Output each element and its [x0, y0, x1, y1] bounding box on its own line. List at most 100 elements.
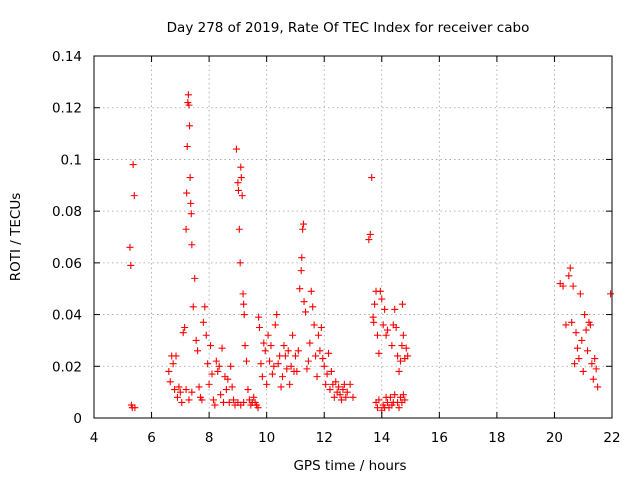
data-point [218, 344, 226, 352]
data-point [182, 225, 190, 233]
data-point [386, 393, 394, 401]
data-point [294, 347, 302, 355]
data-point [578, 336, 586, 344]
data-point [266, 357, 274, 365]
y-tick-label: 0.06 [52, 256, 82, 272]
data-point [573, 344, 581, 352]
data-point [306, 339, 314, 347]
data-point [584, 347, 592, 355]
data-point [391, 305, 399, 313]
data-point [343, 388, 351, 396]
data-point [195, 383, 203, 391]
data-point [330, 393, 338, 401]
y-tick-label: 0.1 [61, 152, 82, 168]
data-point [300, 298, 308, 306]
data-point [376, 287, 384, 295]
data-point [277, 383, 285, 391]
data-point [293, 367, 301, 375]
data-point [402, 344, 410, 352]
data-point [274, 360, 282, 368]
data-point [258, 373, 266, 381]
data-point [284, 347, 292, 355]
data-point [297, 267, 305, 275]
data-point [267, 342, 275, 350]
data-point [240, 311, 248, 319]
data-point [286, 380, 294, 388]
data-point [607, 290, 615, 298]
data-point [289, 331, 297, 339]
data-point [194, 347, 202, 355]
data-point [261, 347, 269, 355]
data-point [302, 308, 310, 316]
data-point [126, 243, 134, 251]
data-point [270, 362, 278, 370]
data-point [312, 352, 320, 360]
data-point [264, 331, 272, 339]
data-point [579, 367, 587, 375]
plot-frame [93, 55, 613, 419]
data-point [392, 324, 400, 331]
data-point [335, 383, 343, 391]
data-point [337, 396, 345, 404]
data-point [236, 259, 244, 267]
data-point [588, 360, 596, 368]
data-point [395, 367, 403, 375]
data-point [320, 362, 328, 370]
data-point [237, 174, 245, 182]
y-tick-label: 0.12 [52, 101, 82, 117]
data-point [566, 264, 574, 272]
data-point [298, 254, 306, 262]
data-point [314, 331, 322, 339]
data-point [296, 285, 304, 293]
data-point [166, 378, 174, 386]
data-point [368, 174, 376, 182]
x-tick-label: 4 [90, 430, 99, 446]
data-point [240, 300, 248, 308]
data-point [176, 388, 184, 396]
data-point [271, 321, 279, 329]
data-point [201, 303, 209, 311]
data-point [571, 360, 579, 368]
x-axis-label: GPS time / hours [293, 458, 406, 474]
x-tick-label: 6 [147, 430, 156, 446]
data-point [366, 230, 374, 238]
data-point [396, 357, 404, 365]
data-point [280, 342, 288, 350]
data-point [278, 373, 286, 381]
data-point [241, 342, 249, 350]
chart-title: Day 278 of 2019, Rate Of TEC Index for r… [167, 20, 530, 36]
data-point [208, 370, 216, 378]
data-point [183, 189, 191, 197]
data-point [234, 179, 242, 187]
data-point [586, 321, 594, 329]
data-point [188, 388, 196, 396]
data-point [263, 380, 271, 388]
data-point [243, 357, 251, 365]
data-point [304, 357, 312, 365]
data-point [240, 398, 248, 406]
data-point [202, 331, 210, 339]
x-tick-label: 20 [546, 430, 563, 446]
x-tick-labels: 4 6 8 10 12 14 16 18 20 22 [90, 430, 621, 446]
data-point [224, 375, 232, 383]
data-point [179, 329, 187, 337]
data-point [316, 347, 324, 355]
data-point [370, 318, 378, 326]
data-point [307, 287, 315, 295]
data-point [239, 290, 247, 298]
data-point [394, 352, 402, 360]
data-point [594, 383, 602, 391]
data-point [187, 210, 195, 218]
data-point [188, 241, 196, 249]
data-point [382, 331, 390, 339]
y-tick-label: 0.02 [52, 359, 82, 375]
data-point [379, 321, 387, 329]
data-point [391, 391, 399, 399]
data-point [192, 336, 200, 344]
data-point [238, 192, 246, 200]
x-tick-label: 8 [205, 430, 214, 446]
data-point [349, 393, 357, 401]
x-tick-label: 18 [488, 430, 505, 446]
